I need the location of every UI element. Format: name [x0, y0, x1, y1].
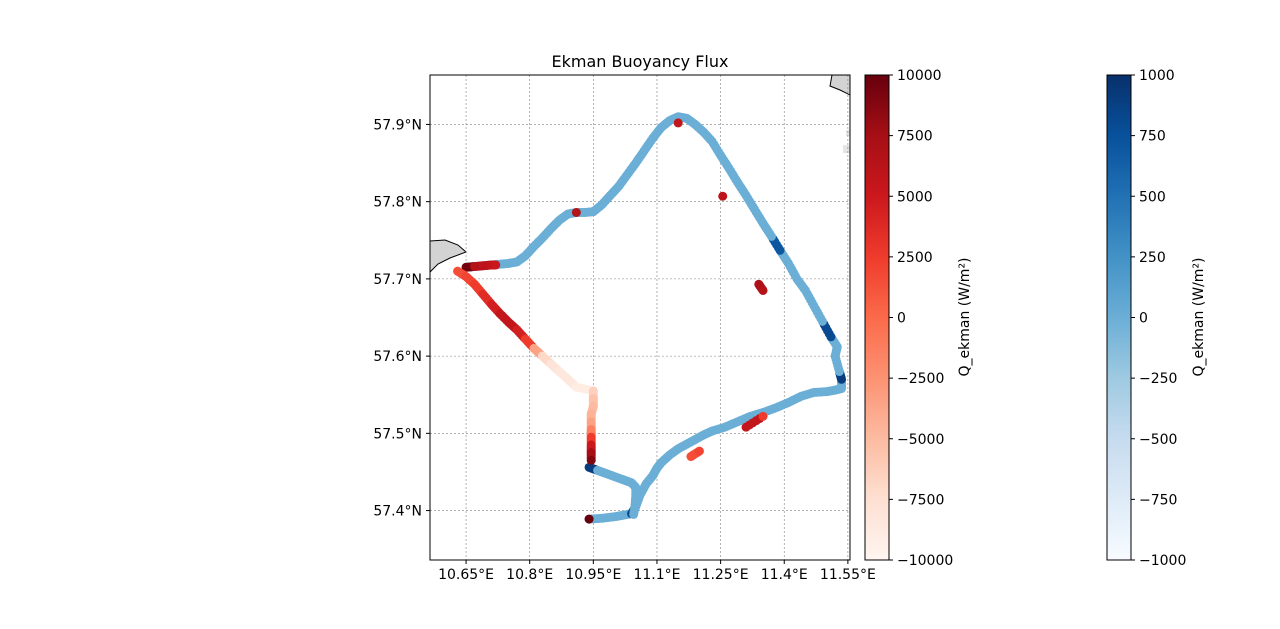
data-point — [586, 455, 596, 465]
colorbar-blues-label: Q_ekman (W/m²) — [1191, 257, 1207, 376]
colorbar-reds-ticks: 10000 7500 5000 2500 0 −2500 −5000 −7500 −10000 — [889, 68, 953, 569]
x-tick-label: 10.65°E — [438, 567, 494, 583]
chart-title: Ekman Buoyancy Flux — [552, 52, 729, 71]
land-coast-northeast — [829, 75, 850, 96]
x-tick-label: 11.55°E — [820, 567, 876, 583]
colorbar-tick-label: 750 — [1139, 129, 1166, 145]
colorbar-tick-label: 5000 — [897, 189, 933, 205]
colorbar-tick-label: −2500 — [897, 371, 944, 387]
data-point — [571, 207, 581, 217]
x-tick-label: 11.25°E — [693, 567, 749, 583]
colorbar-tick-label: 1000 — [1139, 68, 1175, 84]
data-point — [629, 509, 639, 519]
plot-frame — [429, 74, 851, 561]
colorbar-reds — [864, 74, 890, 561]
colorbar-blues — [1106, 74, 1132, 561]
y-tick-label: 57.9°N — [373, 117, 422, 133]
colorbar-tick-label: 500 — [1139, 189, 1166, 205]
x-tick-label: 11.4°E — [761, 567, 808, 583]
colorbar-tick-label: 10000 — [897, 68, 942, 84]
colorbar-tick-label: −250 — [1139, 371, 1177, 387]
island-east-2 — [843, 145, 850, 153]
colorbar-reds-label: Q_ekman (W/m²) — [957, 257, 973, 376]
data-point — [673, 118, 683, 128]
data-point — [758, 411, 768, 421]
land-coast-west — [430, 239, 467, 273]
y-axis-ticks: 57.9°N 57.8°N 57.7°N 57.6°N 57.5°N 57.4°N — [373, 117, 430, 520]
colorbar-tick-label: 250 — [1139, 250, 1166, 266]
x-tick-label: 10.95°E — [565, 567, 621, 583]
colorbar-tick-label: −5000 — [897, 432, 944, 448]
colorbar-tick-label: −10000 — [897, 553, 953, 569]
y-tick-label: 57.4°N — [373, 504, 422, 520]
colorbar-blues-ticks: 1000 750 500 250 0 −250 −500 −750 −1000 — [1131, 68, 1186, 569]
colorbar-tick-label: −1000 — [1139, 553, 1186, 569]
x-axis-ticks: 10.65°E 10.8°E 10.95°E 11.1°E 11.25°E 11.4°E 1… — [438, 560, 876, 583]
x-tick-label: 11.1°E — [633, 567, 680, 583]
colorbar-tick-label: 7500 — [897, 129, 933, 145]
x-tick-label: 10.8°E — [506, 567, 553, 583]
y-tick-label: 57.6°N — [373, 349, 422, 365]
data-point — [758, 285, 768, 295]
y-tick-label: 57.7°N — [373, 272, 422, 288]
colorbar-tick-label: −500 — [1139, 432, 1177, 448]
data-point — [718, 191, 728, 201]
y-tick-label: 57.5°N — [373, 426, 422, 442]
colorbar-tick-label: 0 — [897, 311, 906, 327]
colorbar-tick-label: −750 — [1139, 492, 1177, 508]
data-point — [694, 446, 704, 456]
colorbar-tick-label: 0 — [1139, 311, 1148, 327]
scatter-points — [453, 112, 847, 524]
colorbar-tick-label: −7500 — [897, 492, 944, 508]
y-tick-label: 57.8°N — [373, 195, 422, 211]
colorbar-tick-label: 2500 — [897, 250, 933, 266]
data-point — [584, 514, 594, 524]
data-point — [491, 260, 501, 270]
